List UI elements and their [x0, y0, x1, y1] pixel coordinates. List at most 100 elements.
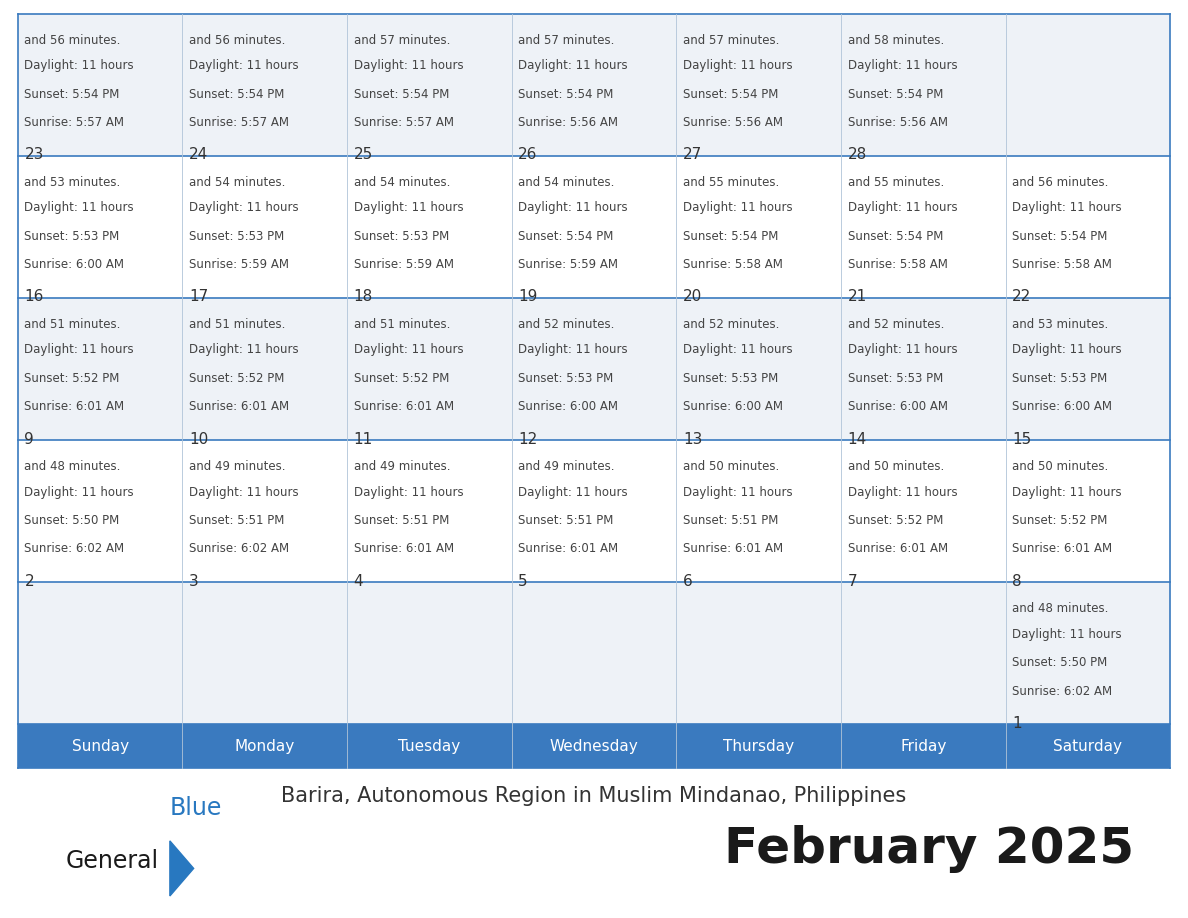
Text: Daylight: 11 hours: Daylight: 11 hours	[518, 60, 628, 73]
Text: General: General	[65, 849, 158, 873]
Text: Daylight: 11 hours: Daylight: 11 hours	[683, 60, 792, 73]
Text: Sunrise: 5:59 AM: Sunrise: 5:59 AM	[189, 258, 289, 271]
Text: and 53 minutes.: and 53 minutes.	[1012, 318, 1108, 330]
Text: 18: 18	[354, 289, 373, 305]
Text: and 50 minutes.: and 50 minutes.	[847, 460, 943, 473]
Text: Sunset: 5:54 PM: Sunset: 5:54 PM	[847, 87, 943, 101]
Text: 27: 27	[683, 148, 702, 162]
Text: 11: 11	[354, 431, 373, 446]
Text: Daylight: 11 hours: Daylight: 11 hours	[1012, 628, 1121, 641]
Text: and 50 minutes.: and 50 minutes.	[683, 460, 779, 473]
Text: Sunday: Sunday	[71, 739, 128, 754]
Text: February 2025: February 2025	[725, 825, 1135, 873]
Text: Sunrise: 5:56 AM: Sunrise: 5:56 AM	[518, 116, 618, 129]
Text: Monday: Monday	[234, 739, 295, 754]
Text: and 56 minutes.: and 56 minutes.	[1012, 175, 1108, 189]
Text: Sunset: 5:52 PM: Sunset: 5:52 PM	[847, 514, 943, 527]
Bar	[18, 156, 1170, 298]
Text: 1: 1	[1012, 716, 1022, 731]
Text: Sunset: 5:54 PM: Sunset: 5:54 PM	[518, 230, 614, 242]
Text: Sunset: 5:54 PM: Sunset: 5:54 PM	[683, 87, 778, 101]
Text: Sunrise: 5:58 AM: Sunrise: 5:58 AM	[1012, 258, 1112, 271]
Text: Sunset: 5:54 PM: Sunset: 5:54 PM	[518, 87, 614, 101]
Text: 10: 10	[189, 431, 208, 446]
Text: and 51 minutes.: and 51 minutes.	[189, 318, 285, 330]
Text: 2: 2	[25, 574, 34, 588]
Text: Daylight: 11 hours: Daylight: 11 hours	[847, 60, 958, 73]
Text: and 52 minutes.: and 52 minutes.	[518, 318, 614, 330]
Text: 7: 7	[847, 574, 858, 588]
Text: Sunrise: 6:00 AM: Sunrise: 6:00 AM	[683, 400, 783, 413]
Text: 26: 26	[518, 148, 538, 162]
Text: and 56 minutes.: and 56 minutes.	[25, 34, 121, 47]
Text: Sunrise: 5:56 AM: Sunrise: 5:56 AM	[847, 116, 948, 129]
Text: Daylight: 11 hours: Daylight: 11 hours	[25, 60, 134, 73]
Text: 21: 21	[847, 289, 867, 305]
Text: and 52 minutes.: and 52 minutes.	[847, 318, 944, 330]
Text: Sunrise: 5:58 AM: Sunrise: 5:58 AM	[683, 258, 783, 271]
Text: 15: 15	[1012, 431, 1031, 446]
Text: Daylight: 11 hours: Daylight: 11 hours	[683, 201, 792, 214]
Text: Sunrise: 5:57 AM: Sunrise: 5:57 AM	[354, 116, 454, 129]
Text: 28: 28	[847, 148, 867, 162]
Text: Sunset: 5:54 PM: Sunset: 5:54 PM	[189, 87, 284, 101]
Text: 13: 13	[683, 431, 702, 446]
Text: 6: 6	[683, 574, 693, 588]
Text: Daylight: 11 hours: Daylight: 11 hours	[25, 486, 134, 498]
Text: 20: 20	[683, 289, 702, 305]
Text: Saturday: Saturday	[1054, 739, 1123, 754]
Bar	[183, 724, 347, 768]
Text: Daylight: 11 hours: Daylight: 11 hours	[354, 343, 463, 356]
Bar	[512, 724, 676, 768]
Text: Daylight: 11 hours: Daylight: 11 hours	[25, 201, 134, 214]
Text: Daylight: 11 hours: Daylight: 11 hours	[1012, 343, 1121, 356]
Text: Sunset: 5:53 PM: Sunset: 5:53 PM	[354, 230, 449, 242]
Text: 12: 12	[518, 431, 537, 446]
Text: Sunset: 5:52 PM: Sunset: 5:52 PM	[189, 372, 284, 385]
Text: and 56 minutes.: and 56 minutes.	[189, 34, 285, 47]
Text: Sunrise: 6:02 AM: Sunrise: 6:02 AM	[1012, 685, 1112, 698]
Text: and 49 minutes.: and 49 minutes.	[189, 460, 285, 473]
Text: Sunset: 5:51 PM: Sunset: 5:51 PM	[189, 514, 284, 527]
Text: Tuesday: Tuesday	[398, 739, 461, 754]
Text: 25: 25	[354, 148, 373, 162]
Text: Sunset: 5:54 PM: Sunset: 5:54 PM	[847, 230, 943, 242]
Text: and 58 minutes.: and 58 minutes.	[847, 34, 943, 47]
Text: Sunrise: 6:01 AM: Sunrise: 6:01 AM	[354, 400, 454, 413]
Bar	[18, 724, 183, 768]
Text: Sunrise: 5:58 AM: Sunrise: 5:58 AM	[847, 258, 947, 271]
Text: 8: 8	[1012, 574, 1022, 588]
Text: Barira, Autonomous Region in Muslim Mindanao, Philippines: Barira, Autonomous Region in Muslim Mind…	[282, 786, 906, 806]
Text: Sunset: 5:53 PM: Sunset: 5:53 PM	[25, 230, 120, 242]
Text: Sunrise: 5:59 AM: Sunrise: 5:59 AM	[518, 258, 618, 271]
Bar	[1005, 724, 1170, 768]
Text: 19: 19	[518, 289, 538, 305]
Text: Thursday: Thursday	[723, 739, 795, 754]
Text: Daylight: 11 hours: Daylight: 11 hours	[189, 201, 298, 214]
Text: Daylight: 11 hours: Daylight: 11 hours	[683, 486, 792, 498]
Text: and 50 minutes.: and 50 minutes.	[1012, 460, 1108, 473]
Text: and 52 minutes.: and 52 minutes.	[683, 318, 779, 330]
Text: and 48 minutes.: and 48 minutes.	[1012, 602, 1108, 615]
Text: Sunrise: 6:02 AM: Sunrise: 6:02 AM	[25, 543, 125, 555]
Text: and 55 minutes.: and 55 minutes.	[847, 175, 943, 189]
Text: Sunset: 5:51 PM: Sunset: 5:51 PM	[518, 514, 614, 527]
Text: Daylight: 11 hours: Daylight: 11 hours	[189, 486, 298, 498]
Bar	[18, 582, 1170, 724]
Text: Daylight: 11 hours: Daylight: 11 hours	[518, 343, 628, 356]
Text: Daylight: 11 hours: Daylight: 11 hours	[1012, 201, 1121, 214]
Text: Sunset: 5:54 PM: Sunset: 5:54 PM	[1012, 230, 1107, 242]
Text: Sunrise: 5:59 AM: Sunrise: 5:59 AM	[354, 258, 454, 271]
Text: Daylight: 11 hours: Daylight: 11 hours	[518, 201, 628, 214]
Text: and 53 minutes.: and 53 minutes.	[25, 175, 121, 189]
Text: Sunrise: 6:00 AM: Sunrise: 6:00 AM	[847, 400, 948, 413]
Text: and 54 minutes.: and 54 minutes.	[518, 175, 614, 189]
Text: and 55 minutes.: and 55 minutes.	[683, 175, 779, 189]
Text: Daylight: 11 hours: Daylight: 11 hours	[189, 60, 298, 73]
Text: Daylight: 11 hours: Daylight: 11 hours	[1012, 486, 1121, 498]
Text: and 57 minutes.: and 57 minutes.	[518, 34, 614, 47]
Text: Sunrise: 5:57 AM: Sunrise: 5:57 AM	[189, 116, 289, 129]
Text: 4: 4	[354, 574, 364, 588]
Bar	[841, 724, 1005, 768]
Text: 3: 3	[189, 574, 198, 588]
